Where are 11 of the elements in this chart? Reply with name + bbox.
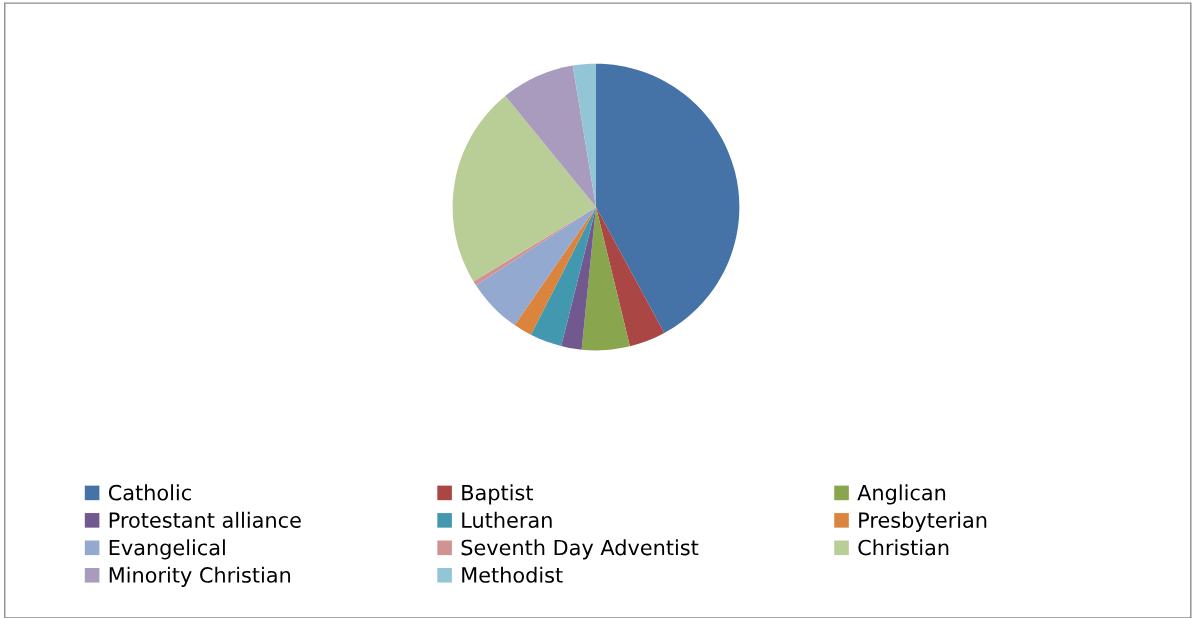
legend-label: Seventh Day Adventist xyxy=(461,539,699,560)
legend-label: Lutheran xyxy=(462,511,552,528)
legend-label: Methodist xyxy=(462,566,563,583)
legend-label: Presbyterian xyxy=(859,511,987,532)
legend-label: Baptist xyxy=(462,484,533,505)
legend-label: Catholic xyxy=(108,484,191,501)
legend-label: Anglican xyxy=(857,484,946,505)
legend-label: Evangelical xyxy=(109,539,225,560)
legend-label: Christian xyxy=(858,539,949,556)
legend-label: Protestant alliance xyxy=(109,511,301,528)
legend-label: Minority Christian xyxy=(109,566,291,587)
